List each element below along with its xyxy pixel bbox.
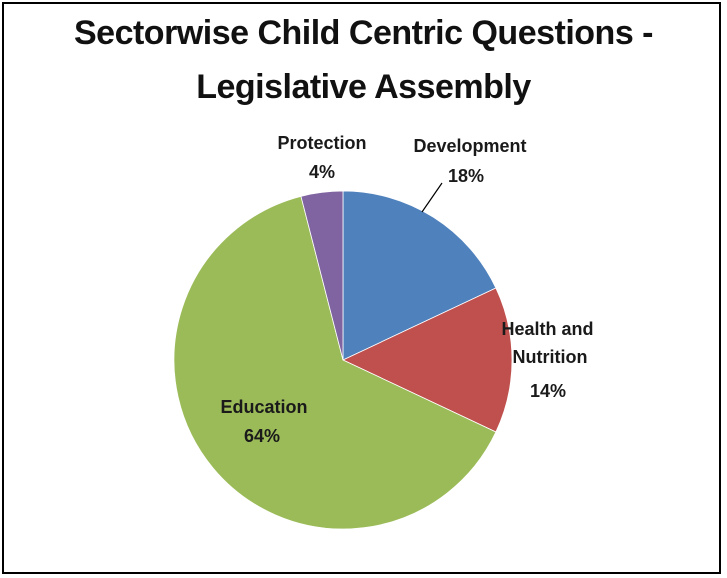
slice-percent-development: 18% [448,166,484,186]
label-health-line1: Health and [501,319,593,339]
label-health-line2: Nutrition [513,347,588,367]
slice-percent-protection: 4% [309,162,335,182]
chart-title-line2: Legislative Assembly [196,68,531,106]
label-development-name: Development [413,136,526,156]
slice-label-development: Development [413,136,526,156]
slice-label-education: Education [220,397,307,417]
slice-label-health: Health and Nutrition [501,319,598,367]
pie-slices [173,190,513,530]
chart-title-line1: Sectorwise Child Centric Questions - [73,14,654,52]
slice-label-protection: Protection [277,133,366,153]
pie-slice-health-and-nutrition [342,287,513,433]
pie-slice-development [342,190,497,361]
pie-slice-protection [300,190,344,361]
slice-percent-health: 14% [530,381,566,401]
pie-slice-education [173,195,497,530]
development-leader-line [421,182,443,213]
slice-percent-education: 64% [244,426,280,446]
